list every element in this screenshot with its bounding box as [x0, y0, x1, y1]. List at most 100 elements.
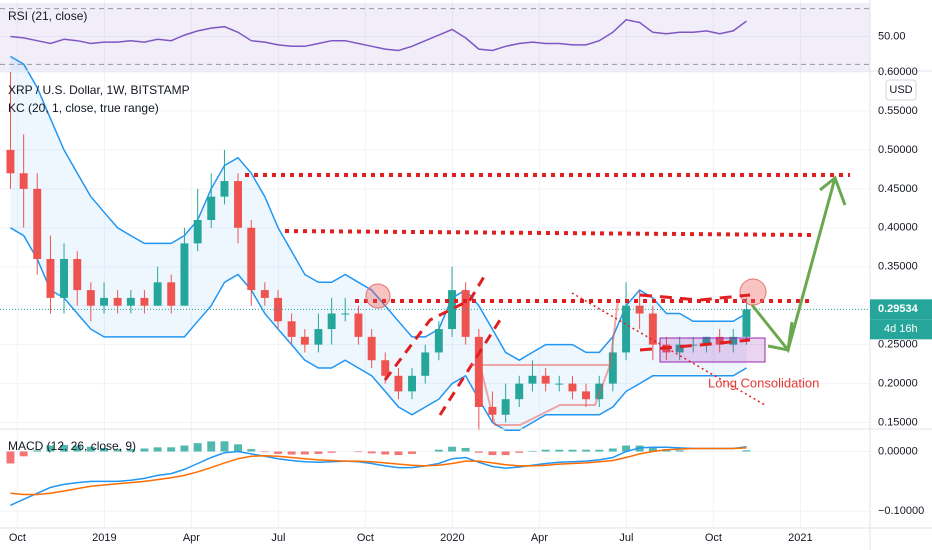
histogram-bar	[742, 450, 751, 452]
candle-body	[140, 297, 149, 306]
candle-body	[193, 220, 202, 244]
candle-body	[474, 336, 483, 407]
candle-body	[60, 258, 68, 298]
histogram-bar	[126, 449, 135, 452]
histogram-bar	[448, 446, 457, 452]
candle-body	[675, 344, 684, 353]
x-tick-label: Oct	[705, 532, 722, 544]
x-tick-label: Oct	[9, 532, 26, 544]
candle-body	[46, 258, 55, 298]
y-tick-label: −0.10000	[878, 505, 924, 517]
candle-body	[314, 329, 323, 345]
histogram-bar	[394, 451, 403, 456]
histogram-bar	[608, 448, 617, 452]
histogram-bar	[234, 444, 242, 452]
histogram-bar	[113, 449, 122, 452]
kc-lower	[10, 227, 747, 432]
currency-box[interactable]	[885, 79, 917, 101]
last-price-box	[870, 299, 932, 320]
y-tick-label: 0.25000	[878, 339, 918, 351]
candle-body	[702, 336, 711, 345]
projection-arrow	[750, 175, 847, 354]
histogram-bar	[260, 451, 269, 453]
candle-body	[341, 313, 350, 315]
histogram-bar	[60, 444, 68, 452]
candle-body	[555, 383, 564, 385]
trend-line	[571, 292, 766, 406]
annotation: Long Consolidation	[708, 375, 819, 390]
y-tick-label: 0.45000	[878, 183, 918, 195]
candle-body	[608, 352, 617, 384]
kc-title: KC (20, 1, close, true range)	[8, 101, 159, 115]
plot	[0, 8, 870, 506]
histogram-bar	[568, 449, 577, 452]
candle-body	[153, 282, 162, 306]
highlight-circle	[739, 278, 767, 306]
candle-body	[729, 336, 738, 345]
histogram-bar	[193, 443, 202, 452]
macd-title: MACD (12, 26, close, 9)	[8, 439, 136, 453]
x-tick-label: 2021	[788, 532, 812, 544]
histogram-bar	[6, 451, 15, 464]
candle-body	[515, 383, 524, 400]
candle-body	[100, 297, 109, 306]
histogram-bar	[595, 449, 604, 452]
histogram-bar	[541, 449, 550, 452]
candle-body	[234, 181, 242, 228]
histogram-bar	[86, 446, 95, 452]
histogram-bar	[33, 450, 42, 452]
histogram-bar	[220, 441, 229, 452]
y-tick-label: 0.00000	[878, 445, 918, 457]
candle-body	[287, 321, 296, 337]
flag	[639, 293, 751, 352]
last-price: 0.29534	[878, 303, 919, 315]
y-tick-label: 50.00	[878, 30, 906, 42]
histogram-bar	[381, 451, 390, 455]
histogram-bar	[274, 451, 283, 454]
candle-body	[113, 297, 122, 306]
histogram-bar	[327, 451, 336, 453]
candle-body	[73, 258, 82, 291]
candle-body	[126, 297, 135, 306]
candle-body	[300, 336, 309, 345]
candle-body	[367, 336, 376, 361]
candle-body	[528, 375, 537, 384]
histogram-bar	[528, 450, 537, 452]
y-tick-label: 0.40000	[878, 222, 918, 234]
countdown-box	[870, 319, 932, 340]
resistance-line	[284, 229, 813, 237]
candle-body	[247, 227, 256, 291]
candle-body	[421, 352, 430, 376]
x-tick-label: Jul	[619, 532, 633, 544]
candle-body	[354, 313, 363, 337]
candle-body	[622, 305, 631, 353]
histogram-bar	[488, 451, 497, 456]
candle-body	[689, 344, 698, 346]
histogram-bar	[675, 450, 684, 452]
candle-body	[715, 336, 724, 345]
currency[interactable]: USD	[889, 84, 912, 96]
histogram-bar	[354, 451, 363, 453]
wedge	[383, 274, 502, 416]
candle-body	[582, 391, 590, 400]
grid	[0, 0, 870, 528]
highlight-circle	[365, 283, 391, 309]
candle-body	[207, 196, 216, 221]
histogram-bar	[408, 451, 416, 454]
candle-body	[327, 313, 336, 330]
drawings	[245, 173, 850, 426]
macd-line	[10, 445, 747, 506]
histogram-bar	[180, 445, 189, 452]
price-title: XRP / U.S. Dollar, 1W, BITSTAMP	[8, 83, 190, 97]
histogram-bar	[167, 447, 176, 452]
candle-body	[180, 243, 189, 306]
histogram-bar	[153, 447, 162, 452]
candle-body	[220, 181, 229, 197]
candle-body	[86, 290, 95, 306]
candle-body	[568, 383, 577, 392]
rsi-line	[10, 18, 747, 52]
y-tick-label: 0.35000	[878, 261, 918, 273]
histogram-bar	[300, 451, 309, 455]
candle-body	[501, 399, 510, 415]
candle-body	[448, 290, 457, 330]
